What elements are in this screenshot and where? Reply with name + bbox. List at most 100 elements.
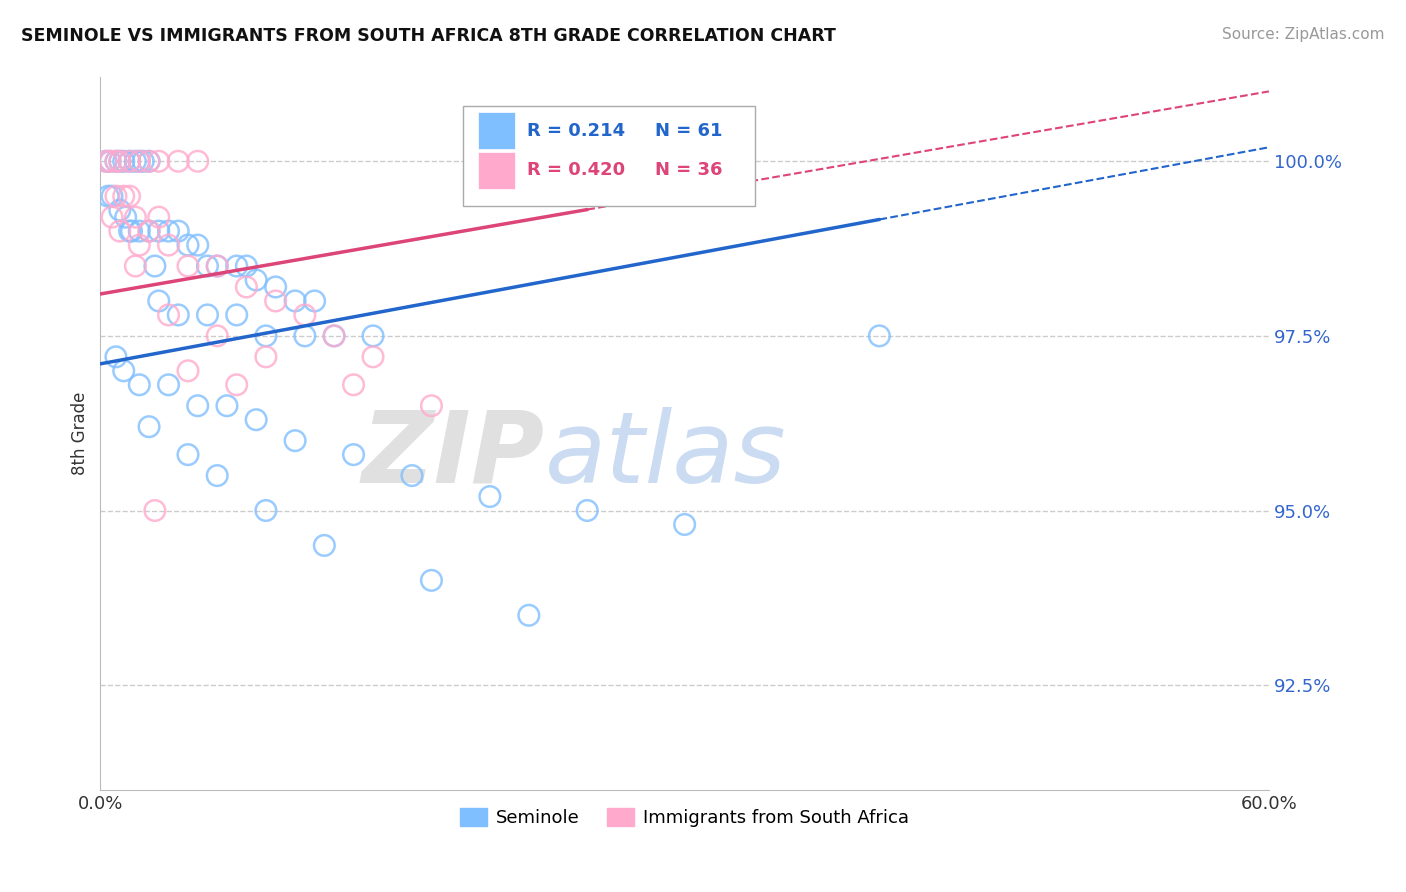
Point — [98, 154, 121, 169]
Point — [138, 224, 160, 238]
Point — [101, 189, 124, 203]
Point — [114, 210, 136, 224]
Point — [254, 350, 277, 364]
FancyBboxPatch shape — [478, 112, 515, 149]
Point — [101, 210, 124, 224]
Point — [132, 154, 155, 169]
Point — [205, 329, 228, 343]
Point — [361, 350, 384, 364]
Point — [225, 259, 247, 273]
Point — [128, 377, 150, 392]
FancyBboxPatch shape — [463, 106, 755, 206]
Point — [420, 399, 443, 413]
Point — [197, 308, 219, 322]
Text: N = 61: N = 61 — [655, 122, 723, 140]
Point — [138, 154, 160, 169]
Point — [254, 503, 277, 517]
Point — [342, 377, 364, 392]
Point — [205, 259, 228, 273]
Point — [96, 154, 118, 169]
Legend: Seminole, Immigrants from South Africa: Seminole, Immigrants from South Africa — [453, 800, 917, 834]
Point — [177, 364, 200, 378]
Point — [294, 329, 316, 343]
Point — [96, 154, 118, 169]
Point — [254, 329, 277, 343]
Point — [157, 377, 180, 392]
Point — [478, 490, 501, 504]
Point — [225, 377, 247, 392]
Point — [128, 154, 150, 169]
Point — [284, 434, 307, 448]
Point — [235, 280, 257, 294]
Point — [323, 329, 346, 343]
Point — [225, 308, 247, 322]
Point — [128, 154, 150, 169]
Point — [177, 259, 200, 273]
Point — [108, 224, 131, 238]
Y-axis label: 8th Grade: 8th Grade — [72, 392, 89, 475]
Point — [187, 154, 209, 169]
Point — [138, 224, 160, 238]
Text: R = 0.420: R = 0.420 — [527, 161, 626, 179]
Point — [157, 308, 180, 322]
Point — [264, 280, 287, 294]
Text: Source: ZipAtlas.com: Source: ZipAtlas.com — [1222, 27, 1385, 42]
Text: ZIP: ZIP — [361, 407, 544, 504]
Point — [104, 154, 127, 169]
Point — [138, 154, 160, 169]
Text: R = 0.214: R = 0.214 — [527, 122, 626, 140]
Point — [124, 210, 146, 224]
Point — [128, 224, 150, 238]
Point — [118, 224, 141, 238]
Point — [314, 538, 336, 552]
Point — [148, 210, 170, 224]
Point — [128, 238, 150, 252]
Point — [112, 189, 135, 203]
Point — [245, 413, 267, 427]
Point — [143, 259, 166, 273]
Point — [167, 224, 190, 238]
Point — [157, 238, 180, 252]
Point — [361, 329, 384, 343]
Point — [323, 329, 346, 343]
Point — [124, 259, 146, 273]
Point — [294, 308, 316, 322]
Point — [673, 517, 696, 532]
Point — [157, 224, 180, 238]
Point — [104, 189, 127, 203]
Point — [868, 329, 890, 343]
Point — [167, 308, 190, 322]
Point — [97, 189, 120, 203]
FancyBboxPatch shape — [478, 152, 515, 188]
Point — [245, 273, 267, 287]
Point — [104, 154, 127, 169]
Point — [215, 399, 238, 413]
Point — [148, 154, 170, 169]
Text: atlas: atlas — [544, 407, 786, 504]
Point — [517, 608, 540, 623]
Point — [304, 293, 326, 308]
Point — [576, 503, 599, 517]
Point — [342, 448, 364, 462]
Point — [187, 399, 209, 413]
Point — [235, 259, 257, 273]
Point — [108, 154, 131, 169]
Text: N = 36: N = 36 — [655, 161, 723, 179]
Point — [138, 419, 160, 434]
Point — [284, 293, 307, 308]
Point — [420, 574, 443, 588]
Point — [98, 154, 121, 169]
Point — [401, 468, 423, 483]
Point — [108, 154, 131, 169]
Point — [205, 468, 228, 483]
Point — [112, 364, 135, 378]
Point — [197, 259, 219, 273]
Point — [104, 350, 127, 364]
Point — [121, 224, 143, 238]
Point — [118, 189, 141, 203]
Text: SEMINOLE VS IMMIGRANTS FROM SOUTH AFRICA 8TH GRADE CORRELATION CHART: SEMINOLE VS IMMIGRANTS FROM SOUTH AFRICA… — [21, 27, 837, 45]
Point — [205, 259, 228, 273]
Point — [118, 154, 141, 169]
Point — [177, 238, 200, 252]
Point — [143, 503, 166, 517]
